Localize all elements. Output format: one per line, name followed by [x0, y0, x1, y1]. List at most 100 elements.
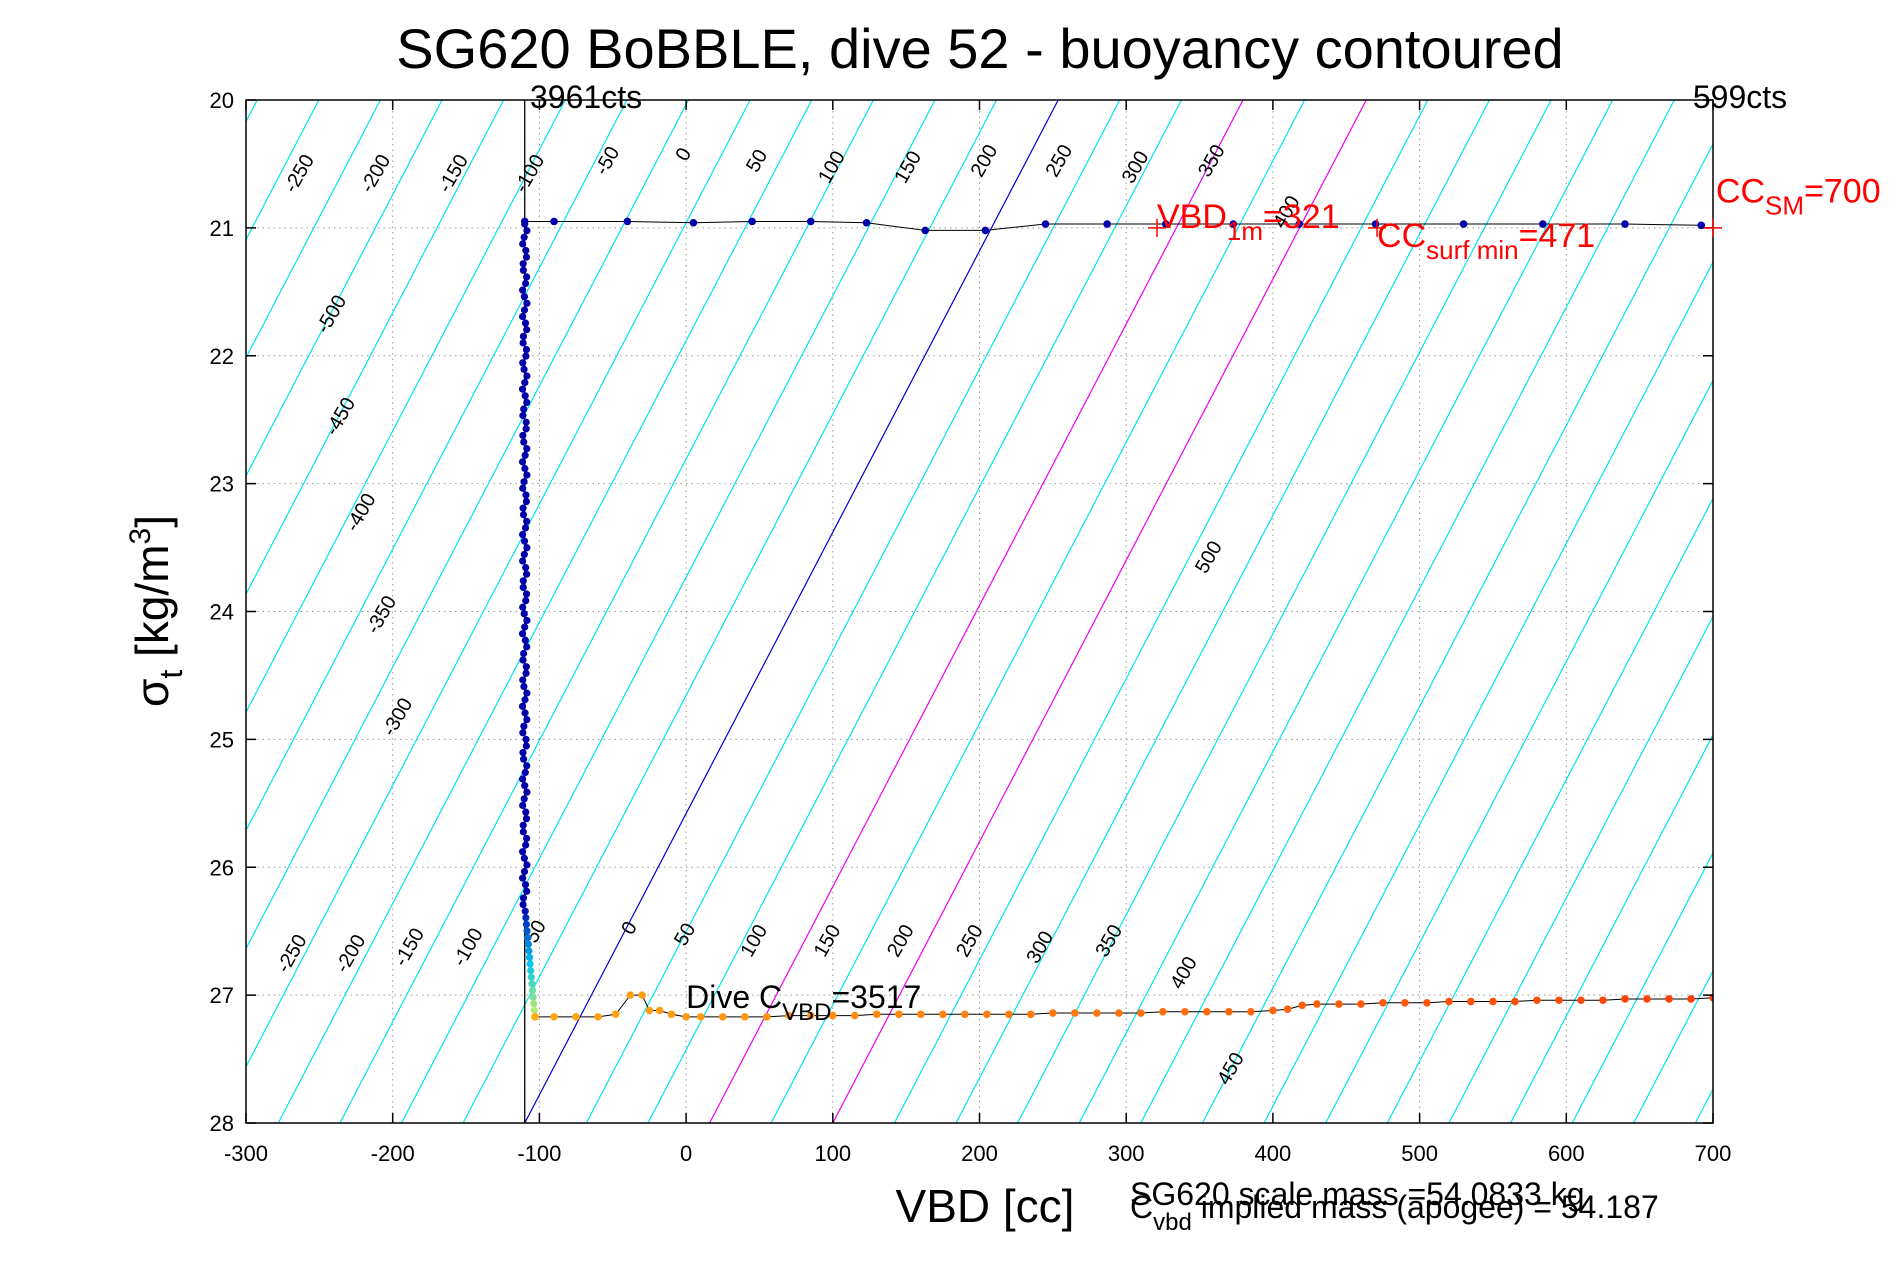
data-point [1027, 1010, 1035, 1019]
scale-mass-label: SG620 scale mass =54.0833 kg [1130, 1176, 1585, 1212]
descent-point [519, 900, 527, 909]
data-point [1423, 998, 1431, 1007]
data-point [1621, 220, 1629, 228]
descent-point [523, 788, 531, 796]
descent-point [522, 563, 530, 572]
data-point [981, 226, 990, 235]
data-point [851, 1011, 859, 1020]
descent-point [525, 947, 533, 955]
data-point [531, 1013, 539, 1021]
data-point [1225, 1007, 1233, 1016]
descent-point [519, 828, 527, 836]
data-point [645, 1006, 654, 1015]
descent-point [521, 451, 529, 459]
descent-point [523, 616, 531, 625]
data-point [939, 1010, 947, 1019]
descent-point [522, 570, 531, 578]
data-point [1621, 995, 1629, 1003]
x-tick-label: 500 [1401, 1141, 1438, 1166]
y-tick-label: 23 [210, 472, 234, 497]
descent-point [520, 293, 529, 301]
descent-point [519, 676, 527, 684]
data-point [1247, 1007, 1255, 1016]
y-tick-label: 20 [210, 88, 234, 113]
grid [246, 100, 1713, 1123]
data-point [696, 1013, 705, 1021]
data-point [983, 1010, 991, 1019]
contour-line [832, 100, 1367, 1123]
data-point [1643, 995, 1651, 1003]
descent-point [521, 782, 529, 790]
descent-point [519, 583, 527, 592]
descent-point [518, 530, 527, 539]
x-tick-label: 700 [1695, 1141, 1732, 1166]
contour-line [1325, 379, 1713, 1123]
data-point [1137, 1009, 1145, 1017]
contour-line [1386, 497, 1713, 1123]
descent-point [522, 735, 530, 743]
data-point [806, 1011, 815, 1020]
descent-point [519, 729, 527, 737]
descent-point [521, 881, 530, 889]
descent-point [527, 967, 535, 975]
descent-point [522, 841, 530, 849]
contour-line [647, 100, 1182, 1123]
data-point [1229, 220, 1238, 228]
descent-point [522, 663, 530, 671]
contour-line [893, 100, 1429, 1123]
descent-point [523, 372, 531, 380]
descent-point [520, 550, 528, 558]
data-point [1203, 1007, 1211, 1016]
y-tick-label: 25 [210, 727, 234, 752]
counts-left-label: 3961cts [530, 79, 642, 115]
descent-point [523, 227, 531, 235]
contour-line [1078, 100, 1614, 1123]
descent-point [523, 834, 531, 843]
descent-point [519, 848, 527, 856]
data-point [917, 1010, 925, 1019]
data-point [689, 218, 698, 227]
descent-point [518, 312, 527, 321]
x-tick-label: -200 [371, 1141, 415, 1166]
descent-point [519, 649, 528, 658]
descent-point [523, 326, 531, 334]
contour-line [1571, 851, 1713, 1123]
contour-line [246, 100, 751, 1069]
data-point [550, 217, 558, 226]
descent-point [522, 345, 531, 354]
data-point [862, 218, 871, 227]
data-point [1511, 997, 1519, 1006]
descent-point [521, 907, 529, 915]
descent-point [523, 927, 531, 935]
descent-point [521, 319, 530, 327]
descent-point [521, 636, 529, 644]
contour-line [246, 100, 505, 596]
descent-point [519, 484, 527, 492]
data-point [623, 217, 632, 226]
descent-point [522, 590, 531, 598]
data-point [1599, 996, 1607, 1005]
descent-point [522, 418, 530, 426]
data-point [1283, 1005, 1292, 1013]
descent-point [519, 801, 527, 810]
descent-point [530, 1006, 538, 1014]
descent-point [521, 392, 529, 400]
contour-line [277, 100, 813, 1123]
contour-line [585, 100, 1121, 1123]
descent-point [523, 445, 531, 453]
data-point [520, 217, 529, 226]
data-point [682, 1013, 690, 1021]
data-point [1162, 220, 1170, 228]
dive-data-series [518, 100, 1713, 1123]
contour-line [955, 100, 1491, 1123]
descent-point [522, 491, 530, 499]
descent-point [519, 359, 527, 367]
data-point [1687, 995, 1695, 1003]
data-point [784, 1011, 793, 1020]
data-point [1379, 998, 1387, 1007]
data-point [1459, 220, 1468, 228]
data-point [1103, 220, 1111, 228]
descent-point [520, 682, 528, 691]
descent-point [522, 253, 531, 261]
